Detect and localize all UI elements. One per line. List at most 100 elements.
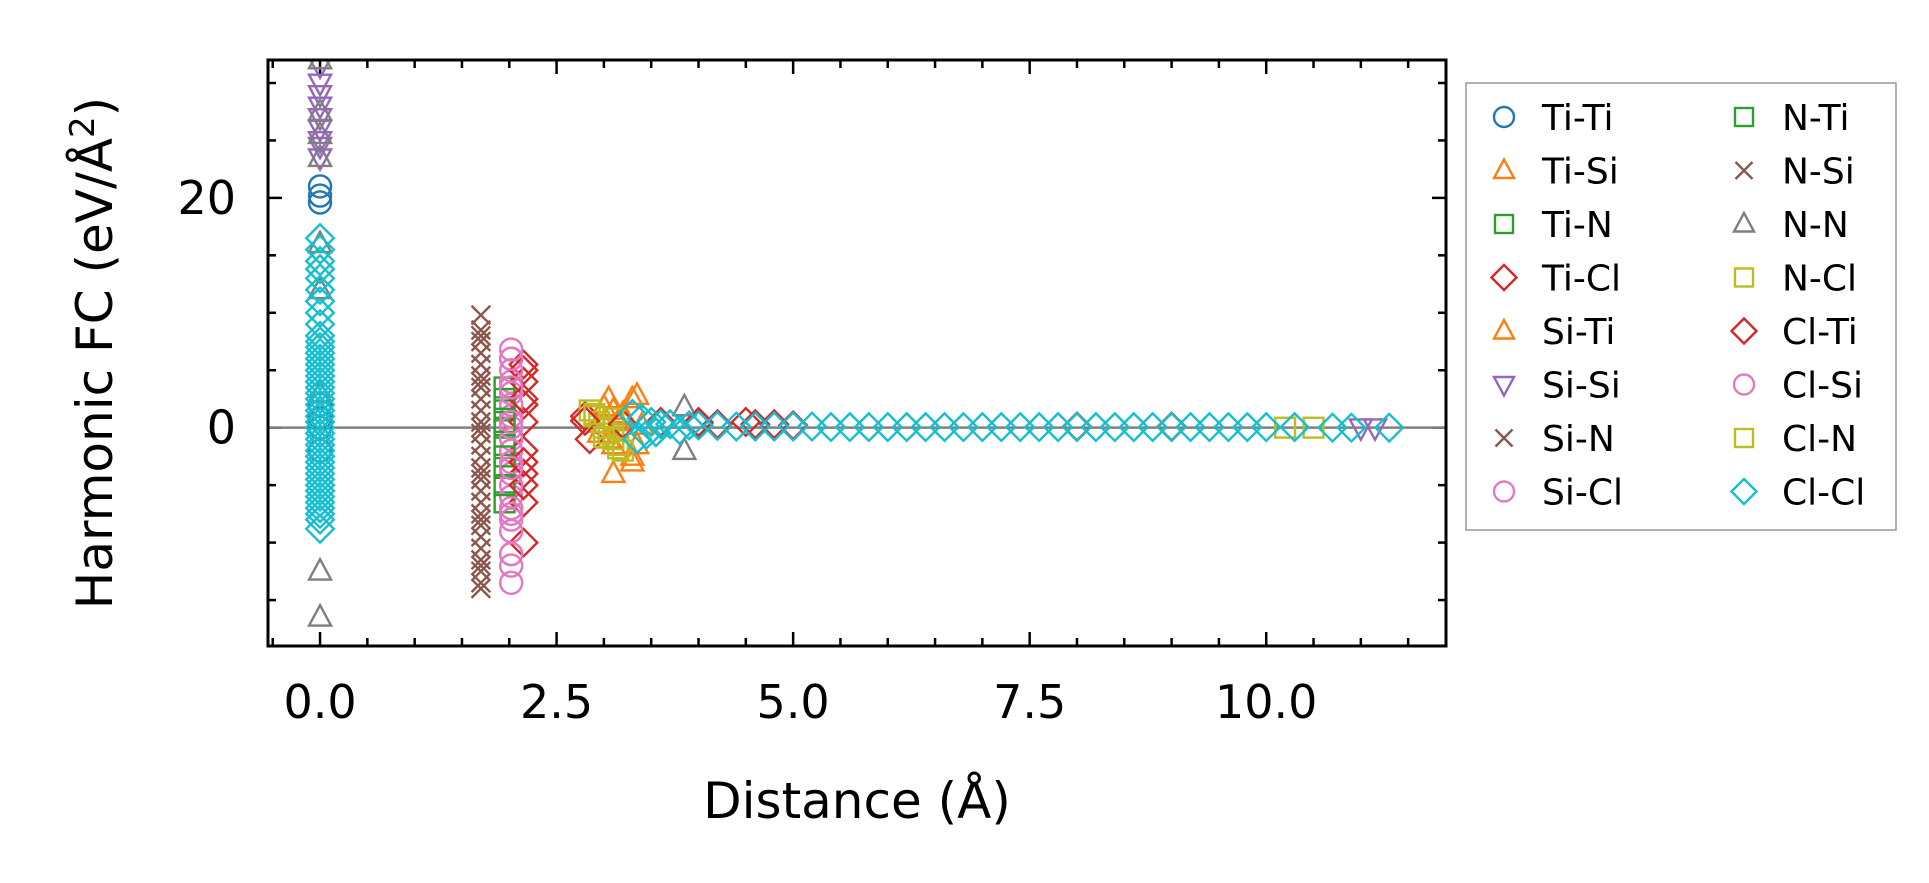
- point-cl-cl: [304, 498, 336, 530]
- point-cl-cl: [304, 513, 336, 545]
- legend-item-si-si: Si-Si: [1491, 366, 1621, 407]
- legend-marker-cl-ti: [1729, 316, 1759, 346]
- point-cl-cl: [616, 398, 648, 430]
- point-ti-cl: [730, 406, 762, 438]
- point-cl-cl: [304, 262, 336, 294]
- legend-marker-ti-cl: [1489, 263, 1519, 292]
- legend-label: N-Cl: [1782, 259, 1857, 300]
- point-n-n: [307, 143, 334, 168]
- point-cl-cl: [304, 285, 336, 317]
- point-si-cl: [498, 507, 524, 532]
- legend-label: Ti-N: [1541, 205, 1613, 246]
- point-n-si: [470, 509, 492, 530]
- point-si-si: [307, 85, 334, 110]
- point-cl-cl: [304, 274, 336, 306]
- point-si-si: [307, 136, 334, 161]
- legend-item-cl-si: Cl-Si: [1732, 366, 1863, 407]
- point-n-cl: [1274, 416, 1297, 439]
- point-cl-cl: [304, 492, 336, 524]
- legend-label: Cl-Si: [1782, 366, 1863, 407]
- point-cl-cl: [304, 504, 336, 536]
- legend-label: N-Si: [1782, 152, 1855, 193]
- legend-label: Si-Ti: [1542, 312, 1615, 353]
- point-si-n: [470, 572, 492, 594]
- y-axis-title-main: Harmonic FC (eV/Å: [66, 138, 124, 609]
- legend-item-si-n: Si-N: [1494, 419, 1615, 460]
- point-cl-cl: [304, 222, 336, 254]
- point-cl-si: [498, 409, 524, 435]
- legend-label: Cl-Ti: [1782, 312, 1858, 353]
- legend-item-cl-cl: Cl-Cl: [1729, 473, 1865, 514]
- legend-marker-cl-si: [1732, 373, 1756, 396]
- legend-item-n-si: N-Si: [1734, 152, 1855, 193]
- point-cl-si: [498, 375, 524, 400]
- point-cl-cl: [1250, 411, 1282, 443]
- point-n-si: [470, 371, 492, 392]
- point-n-si: [470, 555, 492, 576]
- point-ti-si: [600, 459, 627, 484]
- point-n-n: [307, 602, 334, 627]
- point-n-n: [307, 120, 334, 145]
- point-si-n: [470, 578, 492, 599]
- point-cl-cl: [645, 408, 677, 440]
- legend-marker-n-ti: [1733, 106, 1755, 128]
- legend-item-n-ti: N-Ti: [1733, 98, 1850, 139]
- point-n-cl: [611, 439, 634, 462]
- point-n-si: [470, 463, 492, 484]
- legend-item-ti-si: Ti-Si: [1491, 152, 1619, 193]
- x-tick-label: 10.0: [1215, 675, 1317, 729]
- legend-label: Si-Si: [1542, 366, 1621, 407]
- point-cl-ti: [508, 383, 539, 415]
- legend-marker-ti-si: [1491, 156, 1517, 180]
- series-cl-si: [498, 346, 524, 567]
- x-tick-label: 0.0: [283, 675, 356, 729]
- tick-labels: 0.0 2.5 5.0 7.5 10.0 0 20: [177, 171, 1317, 729]
- legend-item-si-ti: Si-Ti: [1491, 312, 1615, 353]
- point-ti-ti: [307, 190, 333, 215]
- legend-label: Ti-Si: [1541, 152, 1619, 193]
- point-cl-si: [498, 455, 524, 481]
- legend-label: Si-N: [1542, 419, 1615, 460]
- legend-item-cl-n: Cl-N: [1733, 419, 1857, 460]
- legend-marker-n-n: [1731, 210, 1757, 233]
- point-cl-cl: [1335, 412, 1367, 444]
- series-n-si: [470, 325, 492, 576]
- legend-label: Cl-N: [1782, 419, 1857, 460]
- point-cl-ti: [739, 408, 771, 440]
- legend-marker-si-ti: [1491, 317, 1517, 340]
- legend-marker-si-si: [1491, 375, 1517, 399]
- x-axis-title: Distance (Å): [703, 772, 1011, 830]
- legend-marker-si-cl: [1492, 480, 1516, 503]
- point-n-n: [307, 97, 334, 122]
- point-si-cl: [498, 570, 524, 596]
- y-tick-label: 20: [177, 171, 236, 225]
- y-tick-label: 0: [207, 401, 236, 455]
- series-cl-cl: [304, 222, 1405, 545]
- legend-item-n-n: N-N: [1731, 205, 1849, 246]
- legend-marker-cl-n: [1733, 427, 1755, 449]
- legend-label: Ti-Cl: [1541, 259, 1621, 300]
- legend-label: Cl-Cl: [1782, 473, 1865, 514]
- legend-item-n-cl: N-Cl: [1733, 259, 1857, 300]
- point-cl-cl: [664, 414, 696, 446]
- legend: Ti-Ti Ti-Si Ti-N Ti-Cl Si-Ti Si-Si Si-N Si-Cl N-…: [1465, 82, 1897, 531]
- legend-label: Ti-Ti: [1541, 98, 1613, 139]
- plot-area: [268, 60, 1446, 627]
- legend-label: N-Ti: [1782, 98, 1850, 139]
- legend-marker-si-n: [1494, 428, 1514, 448]
- point-n-si: [470, 325, 492, 346]
- legend-marker-cl-cl: [1729, 477, 1759, 506]
- legend-item-si-cl: Si-Cl: [1492, 473, 1623, 514]
- point-si-n: [470, 304, 492, 326]
- plot-frame: [266, 58, 1448, 648]
- point-si-cl: [498, 553, 524, 578]
- point-ti-ti: [307, 438, 333, 463]
- point-cl-cl: [1279, 411, 1311, 443]
- point-si-cl: [498, 337, 524, 362]
- x-tick-label: 7.5: [993, 675, 1066, 729]
- point-ti-ti: [307, 183, 333, 208]
- point-cl-cl: [304, 481, 336, 513]
- x-tick-label: 5.0: [757, 675, 830, 729]
- point-cl-cl: [654, 408, 686, 440]
- point-n-si: [470, 417, 492, 438]
